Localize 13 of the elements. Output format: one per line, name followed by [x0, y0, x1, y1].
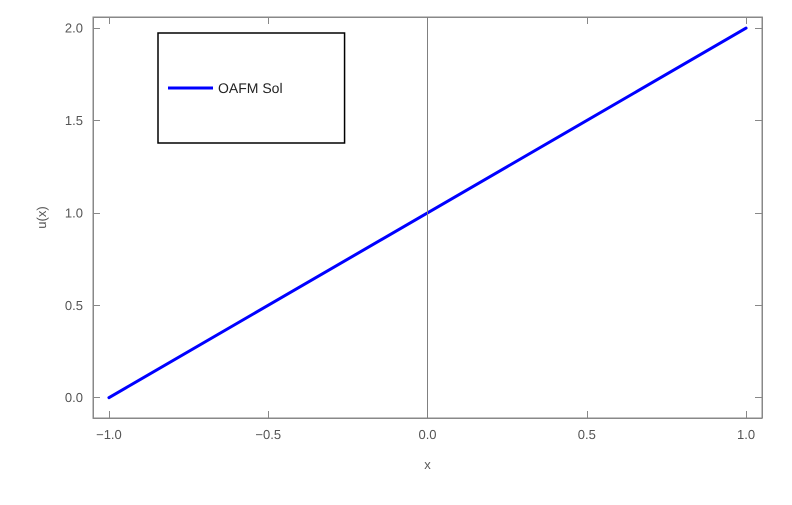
x-tick-label: 0.5	[578, 427, 596, 442]
y-axis-title: u(x)	[34, 206, 49, 229]
y-tick-label: 2.0	[64, 20, 83, 36]
y-tick-label: 1.0	[64, 205, 83, 220]
y-tick-label: 0.0	[64, 390, 83, 406]
x-tick-label: −0.5	[255, 427, 282, 442]
x-tick-label: 0.0	[418, 427, 437, 442]
y-tick-label: 1.5	[64, 112, 83, 128]
x-tick-label: −1.0	[96, 427, 122, 442]
x-axis-title: x	[424, 457, 432, 472]
y-tick-label: 0.5	[64, 298, 83, 313]
x-tick-label: 1.0	[737, 427, 756, 442]
legend-label: OAFM Sol	[218, 80, 283, 96]
